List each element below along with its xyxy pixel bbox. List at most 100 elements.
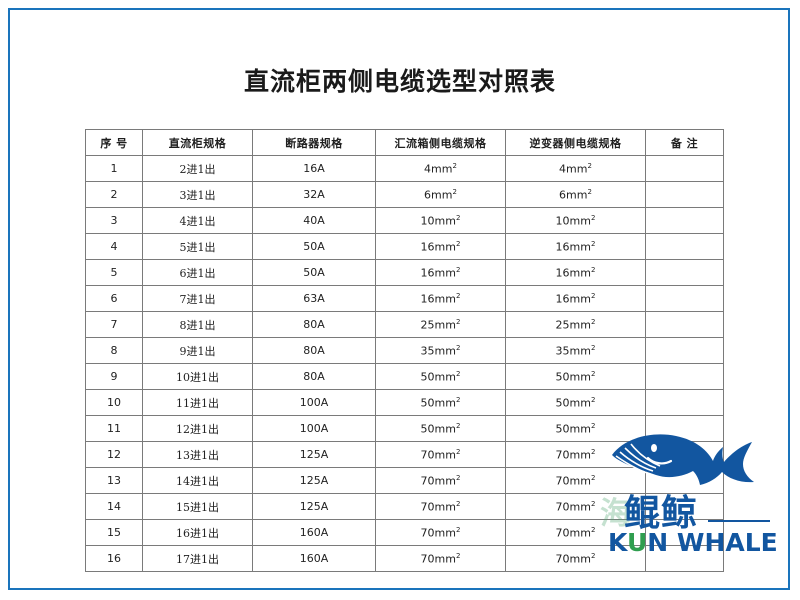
cell-cabinet-spec: 7进1出 xyxy=(142,285,253,312)
unit-superscript: 2 xyxy=(455,317,461,326)
cell-breaker-spec: 125A xyxy=(252,493,376,520)
cell-combiner-cable: 25mm2 xyxy=(375,311,506,338)
cell-breaker-spec: 16A xyxy=(252,155,376,182)
cell-cabinet-spec: 8进1出 xyxy=(142,311,253,338)
table-row: 7 8进1出 80A 25mm2 25mm2 xyxy=(85,311,724,338)
cell-cabinet-spec: 15进1出 xyxy=(142,493,253,520)
cell-inverter-cable: 50mm2 xyxy=(505,363,646,390)
cell-cabinet-spec: 12进1出 xyxy=(142,415,253,442)
unit-superscript: 2 xyxy=(587,161,592,170)
unit-superscript: 2 xyxy=(590,421,596,430)
table-row: 15 16进1出 160A 70mm2 70mm2 xyxy=(85,519,724,546)
cell-combiner-cable: 4mm2 xyxy=(375,155,506,182)
cell-inverter-cable: 70mm2 xyxy=(505,545,646,572)
cell-cabinet-spec: 14进1出 xyxy=(142,467,253,494)
cell-breaker-spec: 160A xyxy=(252,519,376,546)
cell-inverter-cable: 70mm2 xyxy=(505,519,646,546)
cell-remark xyxy=(645,155,724,182)
unit-superscript: 2 xyxy=(455,369,461,378)
table-row: 11 12进1出 100A 50mm2 50mm2 xyxy=(85,415,724,442)
table-header-row: 序 号 直流柜规格 断路器规格 汇流箱侧电缆规格 逆变器侧电缆规格 备 注 xyxy=(85,129,724,156)
cell-combiner-cable: 50mm2 xyxy=(375,415,506,442)
unit-superscript: 2 xyxy=(455,525,461,534)
cell-inverter-cable: 50mm2 xyxy=(505,415,646,442)
cell-inverter-cable: 70mm2 xyxy=(505,441,646,468)
cell-cabinet-spec: 13进1出 xyxy=(142,441,253,468)
cell-breaker-spec: 80A xyxy=(252,363,376,390)
table-body: 1 2进1出 16A 4mm2 4mm2 2 3进1出 32A 6mm2 6mm2 3 4进1出 40A… xyxy=(85,155,724,572)
cell-index: 10 xyxy=(85,389,143,416)
cell-index: 12 xyxy=(85,441,143,468)
unit-superscript: 2 xyxy=(455,213,461,222)
table-row: 12 13进1出 125A 70mm2 70mm2 xyxy=(85,441,724,468)
unit-superscript: 2 xyxy=(455,473,461,482)
table-row: 8 9进1出 80A 35mm2 35mm2 xyxy=(85,337,724,364)
table-row: 14 15进1出 125A 70mm2 70mm2 xyxy=(85,493,724,520)
cell-inverter-cable: 16mm2 xyxy=(505,233,646,260)
page-title: 直流柜两侧电缆选型对照表 xyxy=(243,67,556,96)
cell-inverter-cable: 50mm2 xyxy=(505,389,646,416)
cell-remark xyxy=(645,285,724,312)
unit-superscript: 2 xyxy=(455,499,461,508)
unit-superscript: 2 xyxy=(590,369,596,378)
unit-superscript: 2 xyxy=(455,421,461,430)
cell-combiner-cable: 10mm2 xyxy=(375,207,506,234)
unit-superscript: 2 xyxy=(590,499,596,508)
cell-combiner-cable: 16mm2 xyxy=(375,259,506,286)
cell-combiner-cable: 35mm2 xyxy=(375,337,506,364)
cell-index: 14 xyxy=(85,493,143,520)
table-row: 2 3进1出 32A 6mm2 6mm2 xyxy=(85,181,724,208)
cell-breaker-spec: 125A xyxy=(252,441,376,468)
cell-cabinet-spec: 10进1出 xyxy=(142,363,253,390)
cell-combiner-cable: 70mm2 xyxy=(375,519,506,546)
cell-inverter-cable: 35mm2 xyxy=(505,337,646,364)
cell-index: 2 xyxy=(85,181,143,208)
cell-breaker-spec: 160A xyxy=(252,545,376,572)
cell-remark xyxy=(645,415,724,442)
cell-remark xyxy=(645,181,724,208)
cell-breaker-spec: 50A xyxy=(252,233,376,260)
table-row: 4 5进1出 50A 16mm2 16mm2 xyxy=(85,233,724,260)
unit-superscript: 2 xyxy=(587,187,592,196)
table-row: 1 2进1出 16A 4mm2 4mm2 xyxy=(85,155,724,182)
column-header-combiner-cable: 汇流箱侧电缆规格 xyxy=(375,129,506,156)
cell-remark xyxy=(645,233,724,260)
cell-combiner-cable: 70mm2 xyxy=(375,467,506,494)
column-header-inverter-cable: 逆变器侧电缆规格 xyxy=(505,129,646,156)
cell-breaker-spec: 80A xyxy=(252,337,376,364)
cell-cabinet-spec: 9进1出 xyxy=(142,337,253,364)
cell-index: 11 xyxy=(85,415,143,442)
cell-inverter-cable: 10mm2 xyxy=(505,207,646,234)
cell-combiner-cable: 50mm2 xyxy=(375,389,506,416)
unit-superscript: 2 xyxy=(590,291,596,300)
unit-superscript: 2 xyxy=(455,447,461,456)
cell-index: 7 xyxy=(85,311,143,338)
cell-cabinet-spec: 2进1出 xyxy=(142,155,253,182)
cell-breaker-spec: 63A xyxy=(252,285,376,312)
cell-inverter-cable: 70mm2 xyxy=(505,493,646,520)
cell-cabinet-spec: 3进1出 xyxy=(142,181,253,208)
cell-inverter-cable: 4mm2 xyxy=(505,155,646,182)
cell-remark xyxy=(645,441,724,468)
cell-cabinet-spec: 5进1出 xyxy=(142,233,253,260)
column-header-index: 序 号 xyxy=(85,129,143,156)
cell-remark xyxy=(645,519,724,546)
cell-breaker-spec: 100A xyxy=(252,389,376,416)
cell-remark xyxy=(645,467,724,494)
unit-superscript: 2 xyxy=(590,473,596,482)
cell-combiner-cable: 50mm2 xyxy=(375,363,506,390)
column-header-cabinet-spec: 直流柜规格 xyxy=(142,129,253,156)
table-row: 16 17进1出 160A 70mm2 70mm2 xyxy=(85,545,724,572)
cell-combiner-cable: 16mm2 xyxy=(375,233,506,260)
table-row: 13 14进1出 125A 70mm2 70mm2 xyxy=(85,467,724,494)
unit-superscript: 2 xyxy=(590,447,596,456)
cell-index: 6 xyxy=(85,285,143,312)
unit-superscript: 2 xyxy=(455,239,461,248)
unit-superscript: 2 xyxy=(455,343,461,352)
cell-cabinet-spec: 11进1出 xyxy=(142,389,253,416)
cell-index: 4 xyxy=(85,233,143,260)
cell-breaker-spec: 50A xyxy=(252,259,376,286)
cell-remark xyxy=(645,207,724,234)
